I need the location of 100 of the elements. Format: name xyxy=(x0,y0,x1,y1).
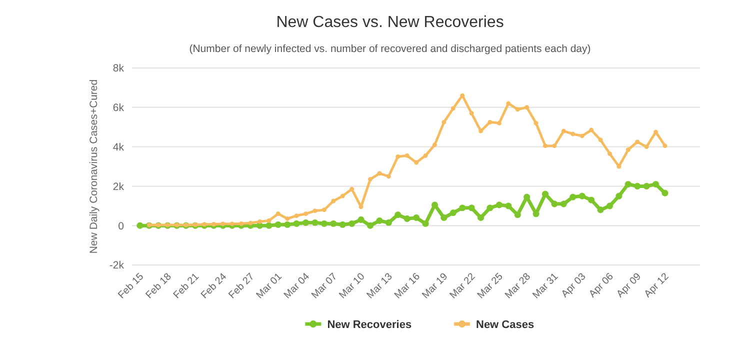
point xyxy=(432,142,437,148)
y-tick-label: 2k xyxy=(112,180,125,193)
y-tick-label: 0 xyxy=(118,220,124,232)
point xyxy=(422,220,429,227)
point xyxy=(404,215,410,222)
point xyxy=(588,196,595,204)
point xyxy=(350,186,354,192)
point xyxy=(459,204,466,212)
point xyxy=(304,212,308,216)
point xyxy=(368,177,373,182)
point xyxy=(366,222,374,229)
point xyxy=(312,208,318,214)
point xyxy=(266,218,272,223)
point xyxy=(394,211,402,218)
point xyxy=(652,180,660,188)
point xyxy=(561,128,566,134)
point xyxy=(515,107,520,112)
point xyxy=(589,128,594,132)
point xyxy=(598,138,603,142)
point xyxy=(136,222,144,229)
legend-label: New Cases xyxy=(476,318,534,331)
y-tick-label: -2k xyxy=(109,260,125,272)
point xyxy=(220,222,226,226)
point xyxy=(486,204,494,212)
point xyxy=(257,219,262,224)
point xyxy=(450,106,456,111)
point xyxy=(440,214,448,222)
point xyxy=(385,219,392,226)
point xyxy=(514,211,521,218)
x-tick-label: Mar 28 xyxy=(503,271,534,302)
point xyxy=(322,208,326,212)
point xyxy=(551,200,558,208)
point xyxy=(339,221,346,228)
y-tick-label: 6k xyxy=(112,102,125,114)
point xyxy=(478,128,484,134)
point xyxy=(524,105,530,110)
point xyxy=(606,202,614,210)
x-tick-label: Feb 15 xyxy=(116,271,146,302)
point xyxy=(543,144,548,148)
point xyxy=(404,153,410,158)
point xyxy=(607,151,612,156)
point xyxy=(662,190,668,196)
point xyxy=(570,194,576,200)
chart-title: New Cases vs. New Recoveries xyxy=(276,14,504,31)
chart-subtitle: (Number of newly infected vs. number of recovered and discharged patients each day) xyxy=(189,43,591,55)
point xyxy=(377,171,382,176)
point xyxy=(469,111,474,116)
x-tick-label: Mar 16 xyxy=(392,271,423,302)
point xyxy=(496,120,502,126)
x-tick-label: Mar 10 xyxy=(337,271,368,302)
y-tick-label: 4k xyxy=(112,141,125,154)
point xyxy=(542,190,549,198)
x-tick-label: Mar 04 xyxy=(282,271,312,302)
point xyxy=(331,198,336,204)
x-tick-label: Mar 25 xyxy=(476,271,506,302)
point xyxy=(211,222,216,226)
x-tick-label: Mar 22 xyxy=(448,271,478,302)
point xyxy=(230,222,234,226)
point xyxy=(468,204,475,212)
x-tick-label: Mar 19 xyxy=(420,271,450,302)
x-tick-label: Feb 18 xyxy=(144,271,174,302)
x-tick-label: Apr 09 xyxy=(614,271,644,300)
point xyxy=(376,217,383,224)
point xyxy=(386,174,391,179)
point xyxy=(414,160,419,165)
point xyxy=(266,222,272,229)
point xyxy=(643,182,650,190)
point xyxy=(578,192,586,200)
point xyxy=(396,154,400,159)
x-tick-label: Mar 01 xyxy=(254,271,285,302)
x-tick-label: Feb 21 xyxy=(172,271,202,302)
point xyxy=(312,219,318,226)
point xyxy=(580,134,584,138)
point xyxy=(330,220,337,227)
point xyxy=(662,144,668,148)
point xyxy=(302,219,310,226)
point xyxy=(284,221,291,228)
point xyxy=(294,213,299,218)
point xyxy=(570,132,576,136)
x-tick-label: Apr 03 xyxy=(560,271,589,300)
point xyxy=(496,202,502,208)
x-tick-label: Apr 06 xyxy=(587,271,616,300)
point xyxy=(644,144,649,150)
point xyxy=(488,120,492,124)
legend-label: New Recoveries xyxy=(327,318,412,331)
point xyxy=(635,140,640,144)
point xyxy=(634,182,641,190)
point xyxy=(624,180,632,188)
point xyxy=(442,120,446,124)
point xyxy=(478,214,484,222)
point xyxy=(616,192,622,200)
x-tick-label: Feb 27 xyxy=(226,271,257,302)
x-tick-label: Apr 12 xyxy=(642,271,672,300)
x-tick-label: Mar 07 xyxy=(310,271,340,302)
x-tick-label: Feb 24 xyxy=(199,271,230,302)
point xyxy=(276,212,280,216)
point xyxy=(597,206,604,214)
point xyxy=(340,194,345,198)
x-tick-label: Mar 31 xyxy=(530,271,561,302)
point xyxy=(348,220,356,227)
